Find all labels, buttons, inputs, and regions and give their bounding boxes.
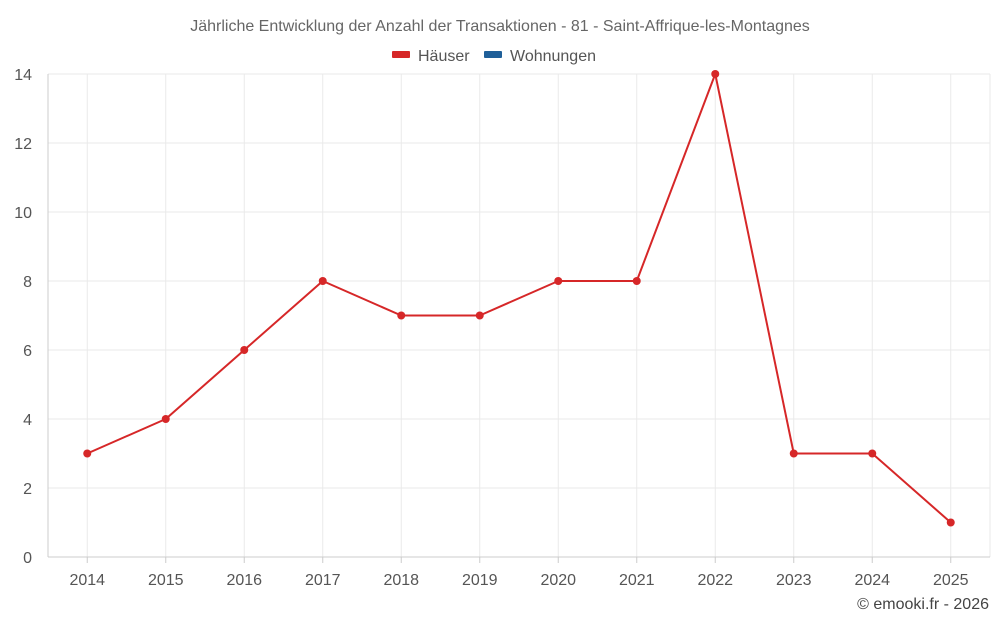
credit-text: © emooki.fr - 2026 xyxy=(857,596,989,613)
data-point[interactable] xyxy=(318,277,327,285)
legend-swatch-haeuser xyxy=(392,51,410,58)
y-tick-label: 12 xyxy=(14,136,32,153)
x-tick-label: 2023 xyxy=(776,572,812,589)
legend: Häuser Wohnungen xyxy=(392,48,596,65)
legend-label-haeuser: Häuser xyxy=(418,48,470,65)
data-point[interactable] xyxy=(554,277,563,285)
x-tick-label: 2022 xyxy=(697,572,733,589)
data-point[interactable] xyxy=(83,449,92,458)
x-tick-label: 2024 xyxy=(854,572,890,589)
x-tick-label: 2016 xyxy=(226,572,262,589)
y-tick-label: 0 xyxy=(23,550,32,567)
data-point[interactable] xyxy=(946,518,955,527)
series-line-0 xyxy=(86,73,952,524)
gridlines xyxy=(48,73,991,557)
data-point[interactable] xyxy=(161,415,170,423)
x-tick-label: 2017 xyxy=(305,572,341,589)
axes: 0 2 4 6 8 10 12 14 2014 2015 2016 2017 2018 2019 2020 2… xyxy=(14,67,990,589)
data-point[interactable] xyxy=(789,449,798,458)
data-point[interactable] xyxy=(397,311,406,320)
y-tick-label: 4 xyxy=(23,412,32,429)
legend-label-wohnungen: Wohnungen xyxy=(510,48,596,65)
x-tick-label: 2018 xyxy=(383,572,419,589)
x-tick-label: 2019 xyxy=(462,572,498,589)
y-tick-label: 14 xyxy=(14,67,32,84)
legend-item-wohnungen[interactable]: Wohnungen xyxy=(484,48,596,65)
y-tick-label: 8 xyxy=(23,274,32,291)
data-point[interactable] xyxy=(868,449,877,458)
data-point[interactable] xyxy=(632,277,641,285)
y-tick-label: 10 xyxy=(14,205,32,222)
legend-item-haeuser[interactable]: Häuser xyxy=(392,48,470,65)
data-point[interactable] xyxy=(475,311,484,320)
chart-title: Jährliche Entwicklung der Anzahl der Tra… xyxy=(190,18,810,35)
x-tick-label: 2015 xyxy=(148,572,184,589)
y-tick-label: 6 xyxy=(23,343,32,360)
x-tick-label: 2020 xyxy=(540,572,576,589)
y-tick-label: 2 xyxy=(23,481,32,498)
data-point[interactable] xyxy=(240,346,249,354)
x-tick-label: 2014 xyxy=(69,572,105,589)
series xyxy=(83,70,955,527)
data-point[interactable] xyxy=(711,70,720,78)
x-tick-label: 2021 xyxy=(619,572,655,589)
legend-swatch-wohnungen xyxy=(484,51,502,58)
x-tick-label: 2025 xyxy=(933,572,969,589)
